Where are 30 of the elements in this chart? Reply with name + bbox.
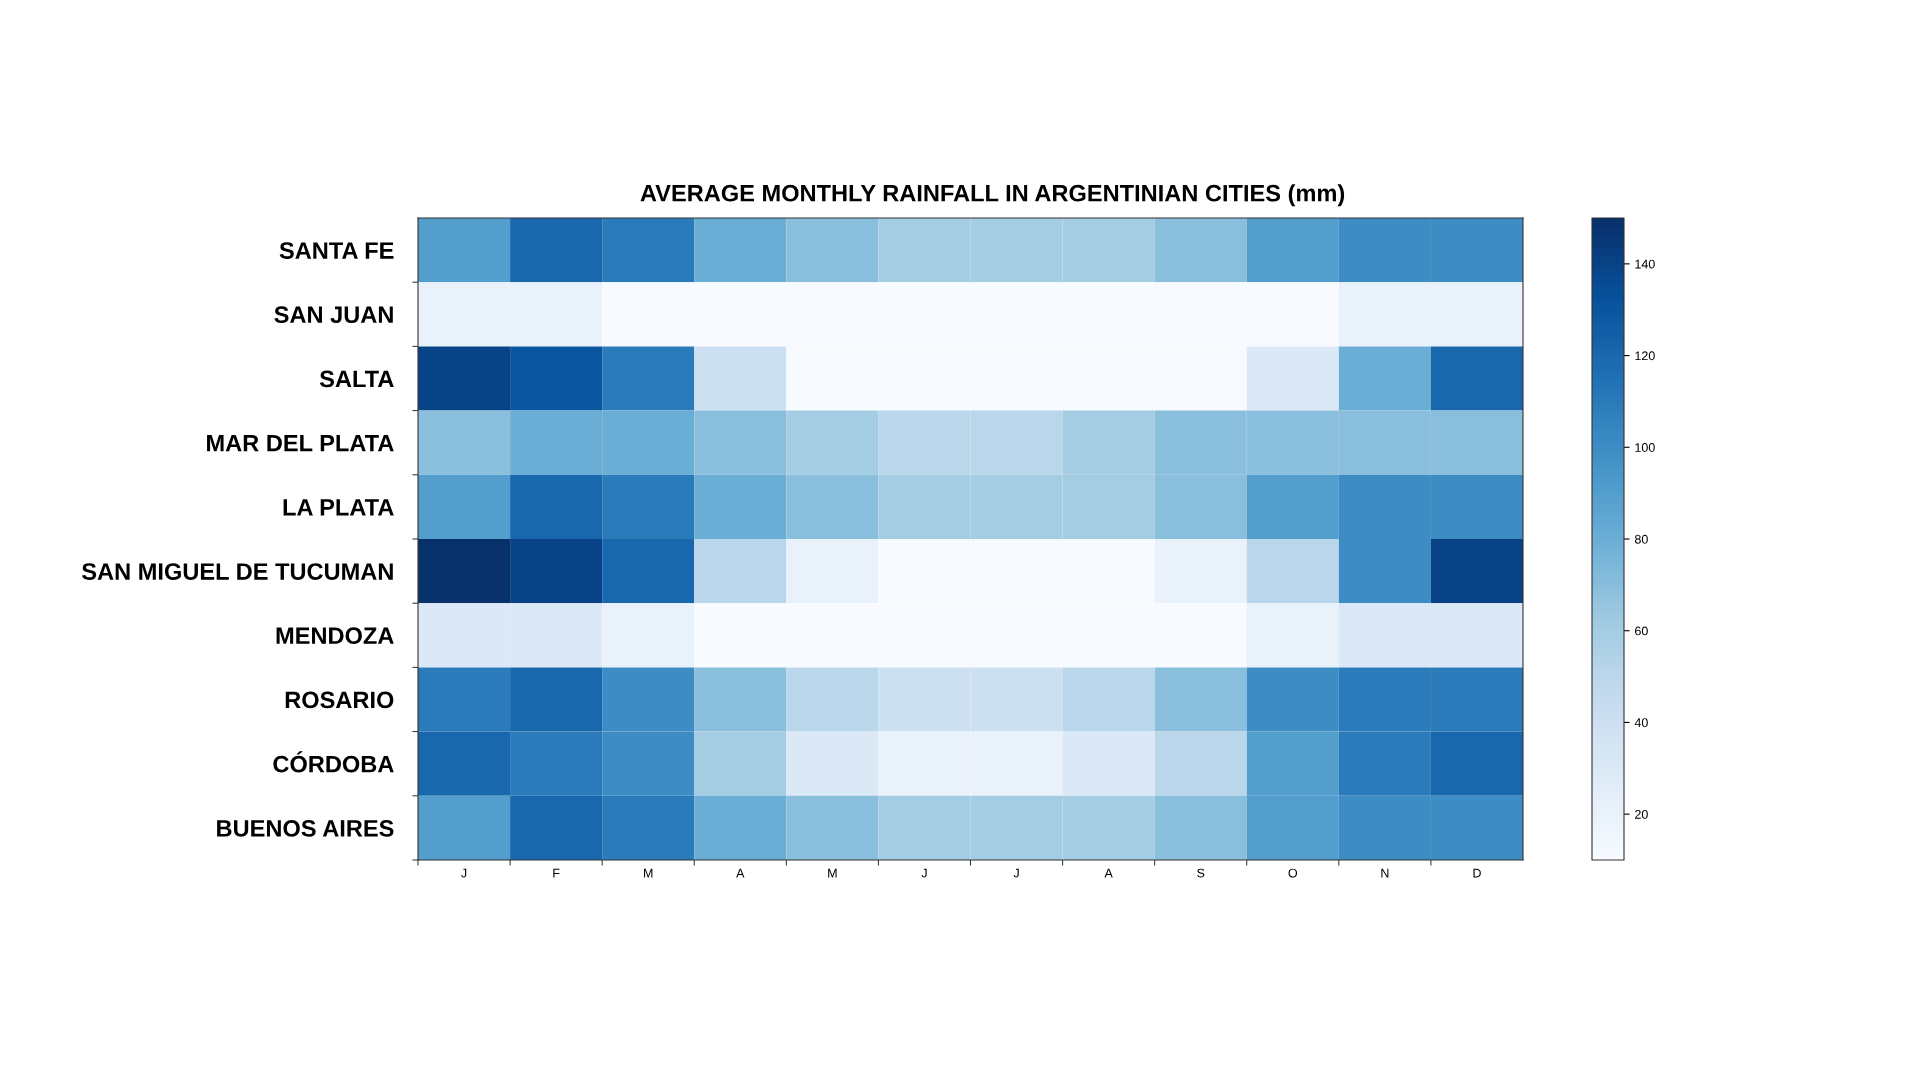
y-tick-label: SAN JUAN [274,306,393,324]
chart-title: AVERAGE MONTHLY RAINFALL IN ARGENTINIAN CITIES (mm) [640,184,1345,207]
color-bar-label: 100 [1635,443,1655,452]
x-tick-label: S [1197,868,1205,878]
color-bar-label: 40 [1634,718,1648,728]
y-tick-label: ROSARIO [285,691,394,709]
color-bar-label: 60 [1635,626,1648,636]
y-tick-label: LA PLATA [283,499,394,516]
x-tick-label: A [1104,868,1113,878]
x-tick-label: M [828,868,837,878]
y-tick-label: SALTA [319,370,394,388]
x-tick-label: F [553,868,560,878]
color-bar-label: 120 [1635,351,1655,361]
x-tick-label: M [644,868,653,878]
x-tick-label: J [921,868,927,878]
y-tick-label: SAN MIGUEL DE TUCUMAN [81,563,393,580]
x-tick-label: A [736,868,745,878]
y-tick-label: MENDOZA [276,627,394,645]
x-tick-label: J [461,868,467,878]
color-bar-label: 140 [1635,259,1655,269]
x-tick-label: N [1381,868,1389,878]
x-tick-label: D [1473,868,1481,878]
color-bar-label: 20 [1635,809,1648,819]
y-tick-label: CÓRDOBA [273,751,394,773]
y-tick-label: BUENOS AIRES [217,819,394,837]
x-tick-label: J [1013,868,1019,878]
y-tick-label: MAR DEL PLATA [207,435,394,452]
y-tick-label: SANTA FE [279,242,394,259]
color-bar-label: 80 [1634,534,1648,544]
x-tick-label: O [1288,868,1298,878]
